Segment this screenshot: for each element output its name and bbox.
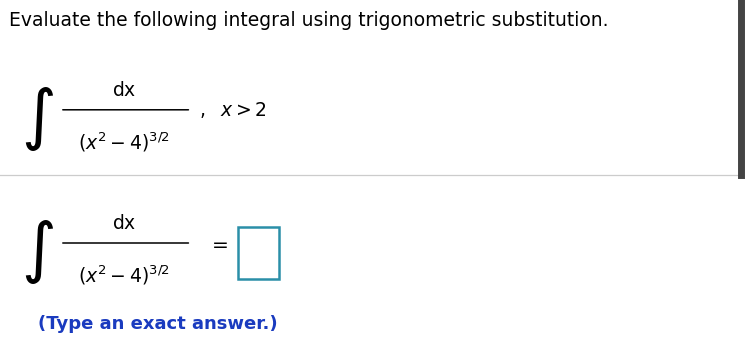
Text: $\mathrm{dx}$: $\mathrm{dx}$ xyxy=(112,81,136,99)
Text: $\int$: $\int$ xyxy=(21,85,54,153)
Text: $=$: $=$ xyxy=(208,234,229,252)
Bar xyxy=(238,227,279,279)
Text: $,\ \ x > 2$: $,\ \ x > 2$ xyxy=(199,100,267,120)
Text: $(x^2-4)^{3/2}$: $(x^2-4)^{3/2}$ xyxy=(78,130,170,154)
Text: (Type an exact answer.): (Type an exact answer.) xyxy=(38,315,278,333)
Text: Evaluate the following integral using trigonometric substitution.: Evaluate the following integral using tr… xyxy=(9,11,608,30)
Text: $\mathrm{dx}$: $\mathrm{dx}$ xyxy=(112,214,136,233)
Text: $(x^2-4)^{3/2}$: $(x^2-4)^{3/2}$ xyxy=(78,264,170,287)
Text: $\int$: $\int$ xyxy=(21,218,54,286)
